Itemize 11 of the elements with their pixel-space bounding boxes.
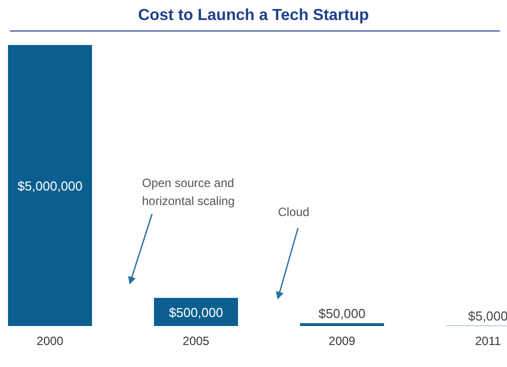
data-label: $50,000 — [318, 306, 366, 322]
annotation: Cloud — [278, 205, 310, 219]
x-tick-label: 2011 — [475, 334, 502, 348]
x-tick-label: 2000 — [36, 334, 64, 348]
x-tick-label: 2005 — [182, 334, 210, 348]
annotation: Open source and horizontal scaling — [142, 176, 235, 208]
data-label: $5,000,000 — [17, 178, 83, 194]
data-label: $500,000 — [168, 304, 224, 320]
x-tick-label: 2009 — [328, 334, 356, 348]
chart-title: Cost to Launch a Tech Startup — [138, 7, 370, 24]
data-label: $5,000 — [468, 308, 507, 324]
